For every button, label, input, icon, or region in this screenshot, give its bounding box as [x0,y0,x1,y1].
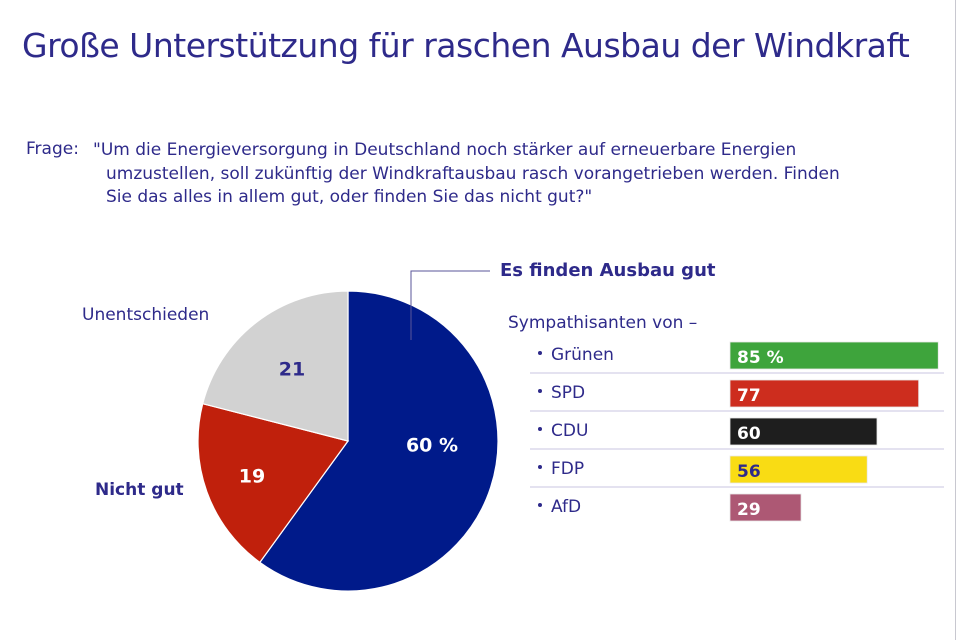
bar [729,455,868,484]
question-text: "Um die Energieversorgung in Deutschland… [93,139,933,210]
page-title: Große Unterstützung für raschen Ausbau d… [22,26,910,65]
bar-value-label: 60 [737,424,761,444]
bullet-icon [538,427,542,431]
bullet-icon [538,389,542,393]
pie-slice [197,402,350,564]
bar [729,341,939,370]
frame-border [955,0,956,640]
bar-category-label: SPD [551,383,585,403]
bar-value-label: 56 [737,462,761,482]
bar-category-label: CDU [551,421,588,441]
bullet-icon [538,351,542,355]
bar-subtitle: Sympathisanten von – [508,313,698,333]
bar [729,379,920,408]
bar-category-label: Grünen [551,345,614,365]
bar-value-label: 77 [737,386,761,406]
pie-label-nicht-gut: Nicht gut [95,480,184,500]
bullet-icon [538,465,542,469]
question-line: "Um die Energieversorgung in Deutschland… [93,140,797,160]
bullet-icon [538,503,542,507]
bar-value-label: 29 [737,500,761,520]
bar-category-label: FDP [551,459,584,479]
pie-slice [258,290,499,592]
question-label: Frage: [26,139,79,159]
question-line: umzustellen, soll zukünftig der Windkraf… [106,163,840,184]
pie-label-gut: Es finden Ausbau gut [500,260,716,281]
bar-category-label: AfD [551,497,581,517]
pie-label-unentschieden: Unentschieden [82,305,210,325]
bar [729,493,802,522]
bar-value-label: 85 % [737,348,784,368]
leader-line [410,270,490,340]
question-line: Sie das alles in allem gut, oder finden … [106,187,593,207]
bar [729,417,878,446]
pie-value-label: 60 % [406,435,458,457]
pie-value-label: 21 [279,359,305,381]
pie-slice [201,290,349,442]
pie-value-label: 19 [239,466,265,488]
